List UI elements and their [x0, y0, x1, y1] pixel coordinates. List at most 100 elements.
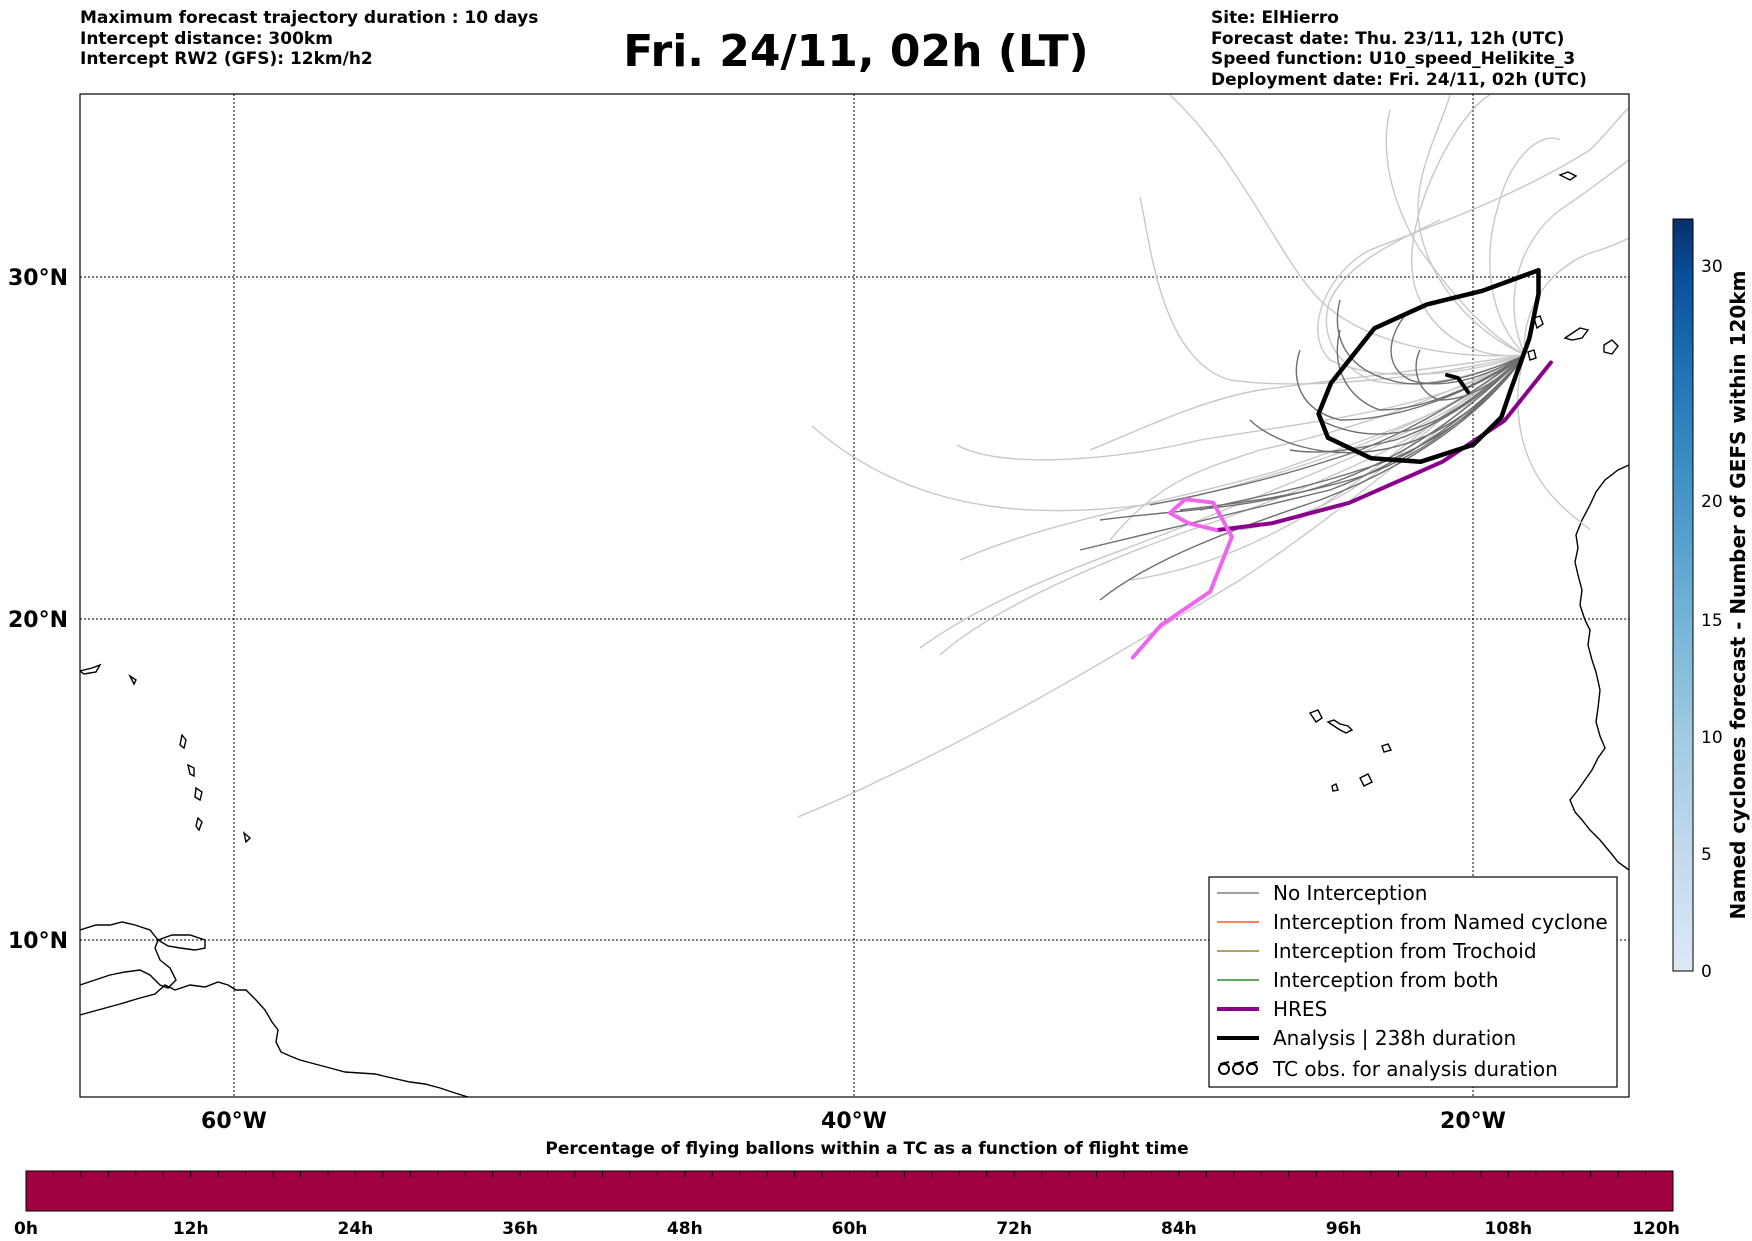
header-left-line: Maximum forecast trajectory duration : 1… [80, 8, 539, 28]
lon-label-60w: 60°W [201, 1109, 267, 1134]
colorbar-bottom-title: Percentage of flying ballons within a TC… [545, 1139, 1188, 1159]
colorbar-tick: 30 [1701, 257, 1723, 277]
legend: No Interception Interception from Named … [1208, 876, 1618, 1088]
colorbar-tick: 84h [1161, 1219, 1197, 1239]
track [1099, 354, 1526, 601]
coastline-lesser-antilles-2 [186, 763, 195, 778]
colorbar-right-gradient [1672, 218, 1694, 972]
track [1089, 354, 1526, 451]
graticule [80, 94, 1629, 1097]
analysis-track [1316, 267, 1541, 464]
track [1179, 354, 1526, 511]
legend-box [1208, 876, 1618, 1088]
coastline-cape-verde-5 [1331, 783, 1339, 792]
track [1149, 354, 1526, 506]
legend-label: No Interception [1273, 881, 1427, 905]
track [1249, 354, 1526, 454]
track [1325, 219, 1526, 385]
lat-label-20n: 20°N [8, 608, 68, 633]
colorbar-right: 0 5 10 15 20 30 Named cyclones forecast … [1672, 218, 1750, 982]
track [811, 354, 1526, 512]
header-left-line: Intercept distance: 300km [80, 28, 333, 49]
colorbar-tick: 0 [1701, 962, 1712, 982]
header-left-line: Intercept RW2 (GFS): 12km/h2 [80, 49, 373, 69]
legend-swatch-tc-obs-icon [1218, 1061, 1258, 1075]
track [1517, 354, 1591, 531]
colorbar-tick: 48h [667, 1219, 703, 1239]
colorbar-tick: 36h [502, 1219, 538, 1239]
track [1199, 354, 1526, 511]
colorbar-bottom-ticks: 0h 12h 24h 36h 48h 60h 72h 84h 96h 108h … [14, 1219, 1680, 1239]
coastline-cape-verde-3 [1381, 743, 1393, 753]
track [1336, 329, 1526, 411]
highlighted-tracks [1130, 267, 1553, 660]
ensemble-dark-tracks [1079, 299, 1526, 601]
coastline-africa [1569, 464, 1629, 871]
map-frame [79, 93, 1630, 1098]
coastline-lesser-antilles-1 [179, 733, 187, 750]
lat-label-30n: 30°N [8, 266, 68, 291]
coastline-lesser-antilles-5 [242, 831, 252, 844]
track [1390, 309, 1526, 385]
colorbar-tick: 72h [996, 1219, 1032, 1239]
legend-label: TC obs. for analysis duration [1272, 1057, 1558, 1081]
colorbar-tick: 24h [338, 1219, 374, 1239]
coastline-puerto-rico-area [80, 663, 102, 675]
coastlines [80, 171, 1629, 1097]
track [1489, 137, 1561, 356]
hres-track [1214, 360, 1553, 533]
header-right-info: Site: ElHierro Forecast date: Thu. 23/11… [1211, 8, 1587, 90]
track [1385, 109, 1526, 356]
analysis-track-tail [1445, 373, 1470, 394]
track [1109, 354, 1526, 541]
colorbar-tick: 60h [832, 1219, 868, 1239]
coastline-canary-3 [1603, 339, 1619, 355]
colorbar-tick: 12h [173, 1219, 209, 1239]
legend-label: Interception from Named cyclone [1273, 910, 1608, 934]
colorbar-right-label: Named cyclones forecast - Number of GEFS… [1726, 271, 1750, 920]
colorbar-right-ticks: 0 5 10 15 20 30 [1701, 257, 1723, 982]
track [1129, 354, 1526, 581]
track [1411, 94, 1526, 357]
colorbar-tick: 108h [1485, 1219, 1533, 1239]
coastline-canary-1 [1533, 315, 1544, 330]
legend-label: Interception from both [1273, 968, 1499, 992]
coastline-lesser-antilles-3 [194, 786, 203, 802]
colorbar-bottom-minor-ticks [52, 1171, 1647, 1177]
hres-track-tail [1130, 497, 1234, 660]
ensemble-trajectories [797, 94, 1629, 818]
legend-label: Interception from Trochoid [1273, 939, 1537, 963]
coastline-canary-4 [1527, 349, 1537, 361]
track [919, 354, 1526, 649]
coastline-trinidad [156, 934, 206, 951]
track [1513, 159, 1629, 356]
colorbar-tick: 10 [1701, 728, 1723, 748]
colorbar-tick: 120h [1632, 1219, 1680, 1239]
header-right-line: Deployment date: Fri. 24/11, 02h (UTC) [1211, 69, 1587, 90]
coastline-venezuela-north [80, 921, 177, 989]
track [1169, 94, 1526, 357]
axis-labels: 30°N 20°N 10°N 60°W 40°W 20°W [8, 266, 1506, 1134]
legend-label: Analysis | 238h duration [1273, 1026, 1516, 1050]
coastline-cape-verde-2 [1326, 719, 1354, 734]
colorbar-tick: 15 [1701, 611, 1723, 631]
coastline-south-america [80, 981, 469, 1097]
page-title: Fri. 24/11, 02h (LT) [623, 26, 1089, 77]
track [1415, 349, 1526, 401]
lon-label-40w: 40°W [821, 1109, 887, 1134]
track [1317, 107, 1629, 376]
colorbar-tick: 0h [14, 1219, 38, 1239]
colorbar-tick: 20 [1701, 492, 1723, 512]
legend-label: HRES [1273, 997, 1327, 1021]
colorbar-bottom: Percentage of flying ballons within a TC… [14, 1139, 1680, 1239]
coastline-madeira [1558, 171, 1578, 181]
header-right-line: Forecast date: Thu. 23/11, 12h (UTC) [1211, 28, 1565, 49]
coastline-cape-verde-1 [1308, 709, 1323, 723]
header-left-info: Maximum forecast trajectory duration : 1… [80, 8, 538, 70]
colorbar-tick: 5 [1701, 845, 1712, 865]
track [1289, 354, 1526, 453]
coastline-virgin-islands [128, 673, 137, 686]
track [1523, 237, 1629, 356]
coastline-lesser-antilles-4 [195, 816, 203, 832]
